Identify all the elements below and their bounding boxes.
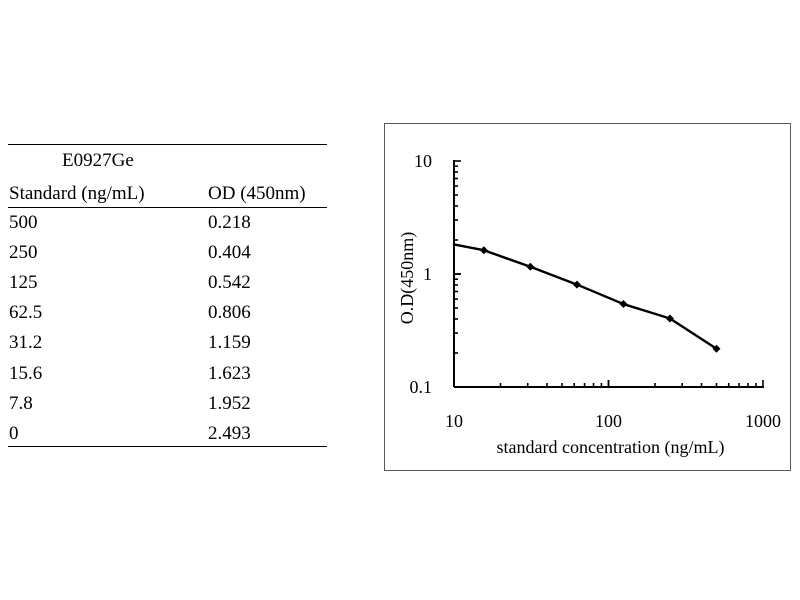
x-axis-title: standard concentration (ng/mL): [497, 437, 725, 458]
cell-standard: 62.5: [9, 302, 43, 323]
axes: [453, 160, 764, 388]
data-point: [572, 280, 581, 289]
x-tick-label: 100: [595, 411, 622, 431]
cell-od: 0.806: [208, 302, 251, 323]
tick-labels: 10 100 1000 0.1 1 10: [410, 151, 782, 431]
data-point: [526, 262, 535, 271]
y-tick-label: 0.1: [410, 377, 433, 397]
cell-od: 0.218: [208, 212, 251, 233]
tick-marks: [453, 160, 764, 388]
cell-standard: 7.8: [9, 393, 33, 414]
od-standard-curve-chart: 10 100 1000 0.1 1 10 standard concentration (…: [397, 151, 782, 458]
y-tick-label: 10: [414, 151, 432, 171]
cell-standard: 0: [9, 423, 19, 444]
chart-frame: 10 100 1000 0.1 1 10 standard concentration (…: [384, 123, 791, 471]
y-tick-label: 1: [423, 264, 432, 284]
cell-od: 1.623: [208, 363, 251, 384]
table-bottom-rule: [8, 446, 327, 447]
cell-od: 0.542: [208, 272, 251, 293]
cell-standard: 15.6: [9, 363, 43, 384]
data-point: [665, 314, 674, 323]
data-point: [712, 344, 721, 353]
table-top-rule: [8, 144, 327, 145]
data-points: [479, 246, 721, 353]
data-point: [619, 300, 628, 309]
table-title: E0927Ge: [62, 150, 134, 171]
cell-standard: 250: [9, 242, 38, 263]
y-axis-title: O.D(450nm): [397, 232, 418, 325]
series-line: [452, 243, 718, 350]
header-standard: Standard (ng/mL): [9, 183, 145, 204]
standard-table: E0927Ge Standard (ng/mL) OD (450nm) 500 …: [0, 0, 340, 600]
cell-od: 0.404: [208, 242, 251, 263]
header-od: OD (450nm): [208, 183, 306, 204]
cell-od: 1.952: [208, 393, 251, 414]
cell-standard: 125: [9, 272, 38, 293]
data-point: [479, 246, 488, 255]
x-tick-label: 10: [445, 411, 463, 431]
cell-standard: 31.2: [9, 332, 43, 353]
cell-od: 2.493: [208, 423, 251, 444]
table-header-rule: [8, 207, 327, 208]
cell-standard: 500: [9, 212, 38, 233]
x-tick-label: 1000: [745, 411, 781, 431]
cell-od: 1.159: [208, 332, 251, 353]
